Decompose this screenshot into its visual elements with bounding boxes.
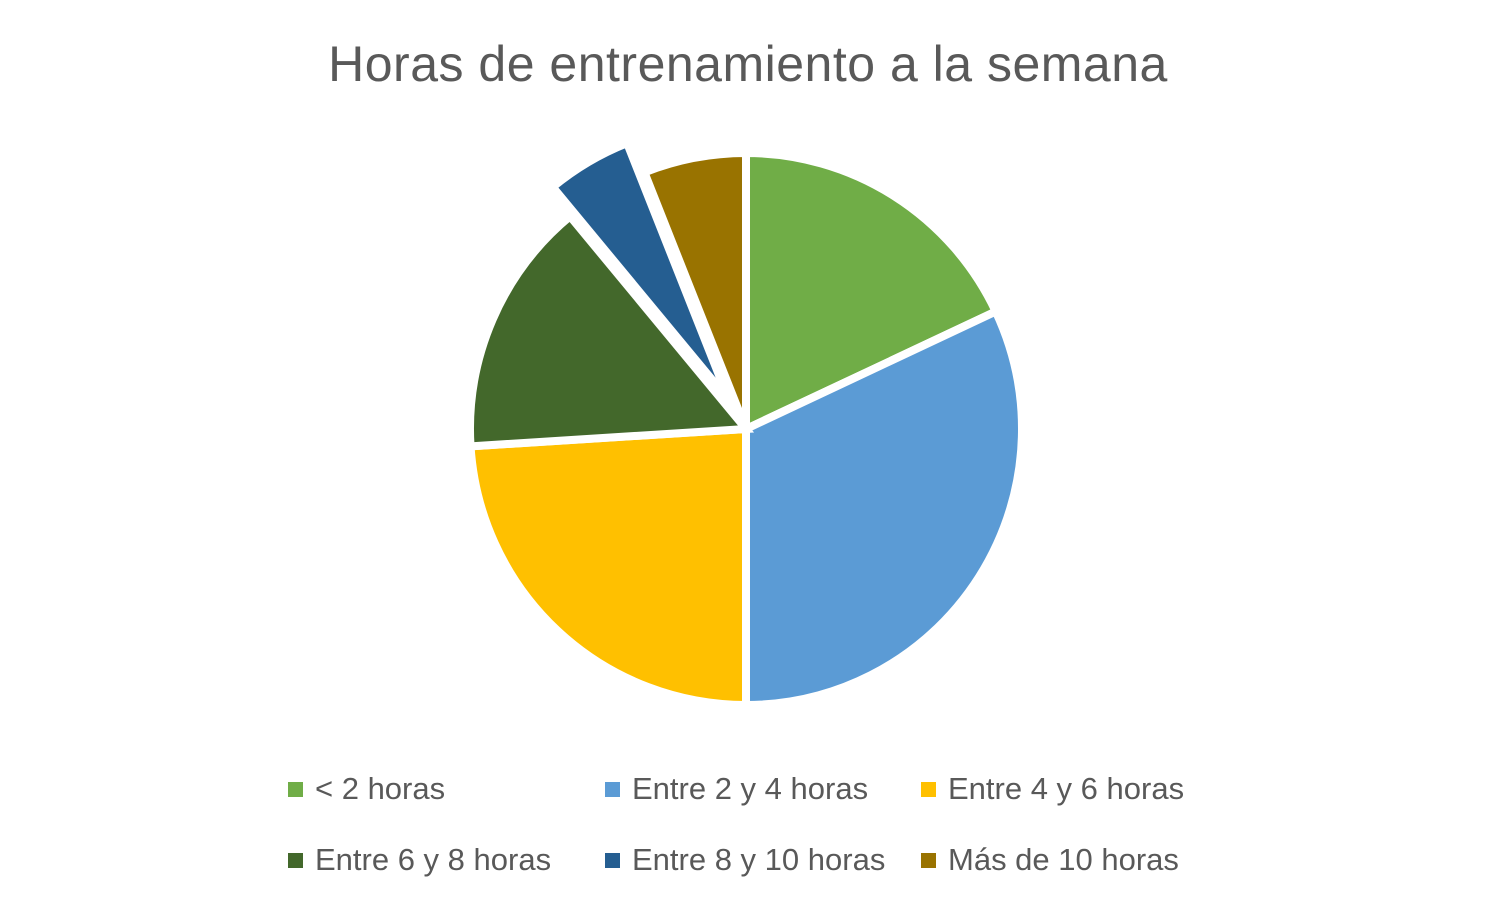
legend-label-0: < 2 horas [315, 771, 446, 806]
chart-title: Horas de entrenamiento a la semana [328, 36, 1168, 92]
legend-item-2: Entre 4 y 6 horas [921, 762, 1248, 816]
pie-slice-3 [466, 210, 755, 451]
pie-slice-5 [639, 148, 750, 431]
legend-swatch-1 [605, 781, 620, 797]
legend-label-5: Más de 10 horas [948, 842, 1179, 877]
pie-slice-0 [742, 148, 1002, 436]
legend-item-0: < 2 horas [288, 762, 605, 816]
chart-legend: < 2 horas Entre 2 y 4 horas Entre 4 y 6 ho… [288, 762, 1248, 904]
pie-slice-2 [466, 424, 750, 710]
legend-label-1: Entre 2 y 4 horas [632, 771, 869, 806]
legend-item-5: Más de 10 horas [921, 833, 1248, 887]
legend-item-1: Entre 2 y 4 horas [605, 762, 921, 816]
legend-swatch-0 [288, 781, 303, 797]
legend-label-2: Entre 4 y 6 horas [948, 771, 1185, 806]
pie-slice-1 [742, 306, 1026, 710]
pie-slice-4 [547, 137, 733, 403]
legend-item-3: Entre 6 y 8 horas [288, 833, 605, 887]
legend-swatch-2 [921, 781, 936, 797]
legend-swatch-3 [288, 852, 303, 868]
legend-swatch-4 [605, 852, 620, 868]
legend-label-3: Entre 6 y 8 horas [315, 842, 552, 877]
legend-item-4: Entre 8 y 10 horas [605, 833, 921, 887]
legend-label-4: Entre 8 y 10 horas [632, 842, 886, 877]
legend-swatch-5 [921, 852, 936, 868]
